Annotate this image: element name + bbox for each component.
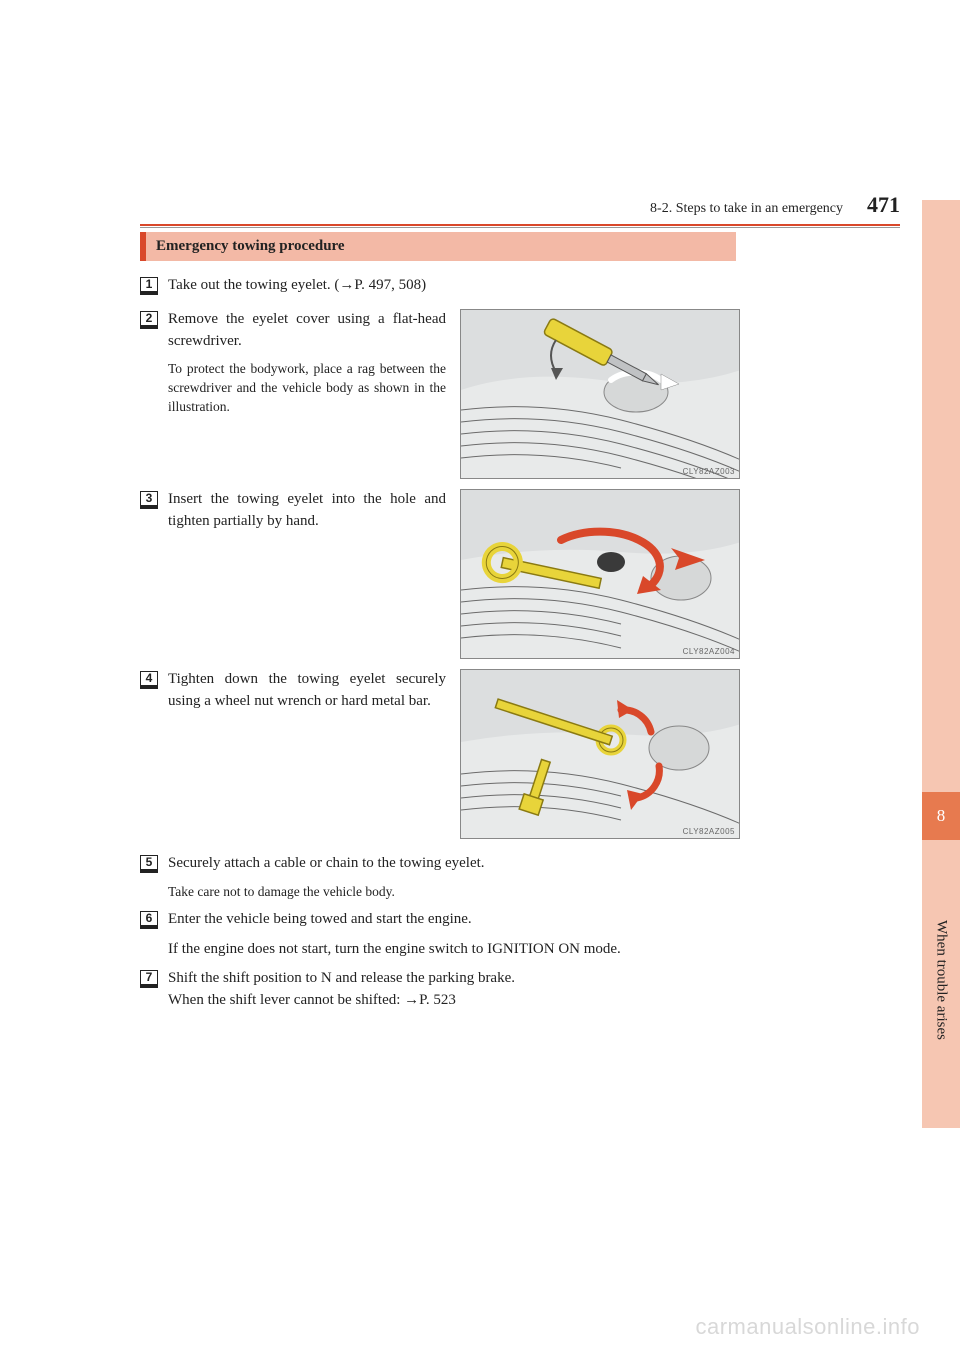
illustration-screwdriver: CLY82AZ003: [460, 309, 740, 479]
page-number: 471: [867, 192, 900, 218]
step-text: Enter the vehicle being towed and start …: [168, 909, 740, 931]
illustration-eyelet-insert: CLY82AZ004: [460, 489, 740, 659]
step-item: 6 Enter the vehicle being towed and star…: [140, 909, 740, 960]
step-number-box: 1: [140, 277, 158, 295]
step-item: 4 Tighten down the towing eyelet securel…: [140, 669, 740, 839]
illustration-code: CLY82AZ004: [683, 647, 735, 656]
chapter-number-tab: 8: [922, 792, 960, 840]
step-number-box: 3: [140, 491, 158, 509]
step-text: Tighten down the towing eyelet securely …: [168, 669, 446, 713]
step-subtext: Take care not to damage the vehicle body…: [168, 883, 740, 902]
step-number-box: 6: [140, 911, 158, 929]
step-number-box: 2: [140, 311, 158, 329]
breadcrumb: 8-2. Steps to take in an emergency: [650, 201, 843, 217]
step-text: Insert the towing eyelet into the hole a…: [168, 489, 446, 533]
step-text: Shift the shift position to N and releas…: [168, 968, 740, 1012]
step-item: 2 Remove the eyelet cover using a flat-h…: [140, 309, 740, 479]
step-text: Remove the eyelet cover using a flat-hea…: [168, 309, 446, 353]
illustration-code: CLY82AZ003: [683, 467, 735, 476]
step-item: 7 Shift the shift position to N and rele…: [140, 968, 740, 1012]
step-text: Securely attach a cable or chain to the …: [168, 853, 740, 875]
header-rule-red: [140, 224, 900, 226]
illustration-code: CLY82AZ005: [683, 827, 735, 836]
step-number-box: 5: [140, 855, 158, 873]
step-item: 3 Insert the towing eyelet into the hole…: [140, 489, 740, 659]
illustration-wrench-tighten: CLY82AZ005: [460, 669, 740, 839]
step-subtext: To protect the bodywork, place a rag bet…: [168, 360, 446, 417]
section-header: Emergency towing procedure: [140, 232, 736, 261]
step-subtext: If the engine does not start, turn the e…: [168, 939, 740, 960]
step-number-box: 4: [140, 671, 158, 689]
page-header: 8-2. Steps to take in an emergency 471: [140, 192, 900, 228]
step-number-box: 7: [140, 970, 158, 988]
chapter-title-vertical: When trouble arises: [922, 870, 960, 1090]
step-item: 5 Securely attach a cable or chain to th…: [140, 853, 740, 902]
step-item: 1 Take out the towing eyelet. (→P. 497, …: [140, 275, 740, 297]
watermark: carmanualsonline.info: [695, 1314, 920, 1340]
header-rule-gray: [140, 227, 900, 228]
content-area: Emergency towing procedure 1 Take out th…: [140, 232, 740, 1018]
step-text: Take out the towing eyelet. (→P. 497, 50…: [168, 275, 740, 297]
